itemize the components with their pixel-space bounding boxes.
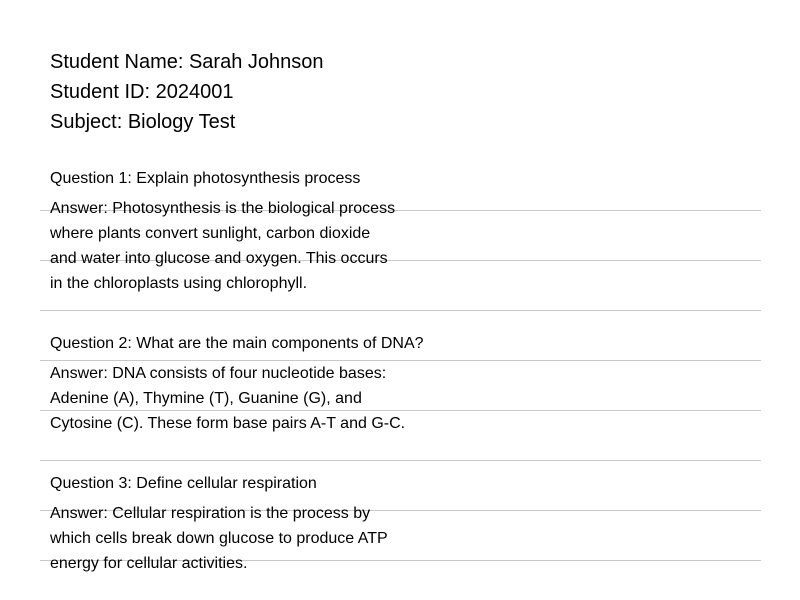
ruled-line — [40, 560, 761, 561]
answer-3-line: Answer: Cellular respiration is the proc… — [50, 505, 371, 522]
answer-1-line: in the chloroplasts using chlorophyll. — [50, 275, 308, 292]
ruled-line — [40, 210, 761, 211]
ruled-line — [40, 260, 761, 261]
answer-2-line: Cytosine (C). These form base pairs A-T … — [50, 415, 406, 432]
ruled-line — [40, 410, 761, 411]
student-name: Student Name: Sarah Johnson — [50, 51, 324, 73]
ruled-line — [40, 460, 761, 461]
student-id: Student ID: 2024001 — [50, 81, 234, 103]
answer-1-line: and water into glucose and oxygen. This … — [50, 250, 388, 267]
answer-3-line: which cells break down glucose to produc… — [50, 530, 388, 547]
ruled-line — [40, 310, 761, 311]
question-1: Question 1: Explain photosynthesis proce… — [50, 170, 361, 187]
question-3: Question 3: Define cellular respiration — [50, 475, 317, 492]
answer-1-line: Answer: Photosynthesis is the biological… — [50, 200, 396, 217]
answer-3-line: energy for cellular activities. — [50, 555, 248, 572]
question-2: Question 2: What are the main components… — [50, 335, 424, 352]
ruled-line — [40, 510, 761, 511]
answer-1-line: where plants convert sunlight, carbon di… — [50, 225, 371, 242]
ruled-line — [40, 360, 761, 361]
subject: Subject: Biology Test — [50, 111, 236, 133]
answer-2-line: Adenine (A), Thymine (T), Guanine (G), a… — [50, 390, 362, 407]
answer-2-line: Answer: DNA consists of four nucleotide … — [50, 365, 387, 382]
